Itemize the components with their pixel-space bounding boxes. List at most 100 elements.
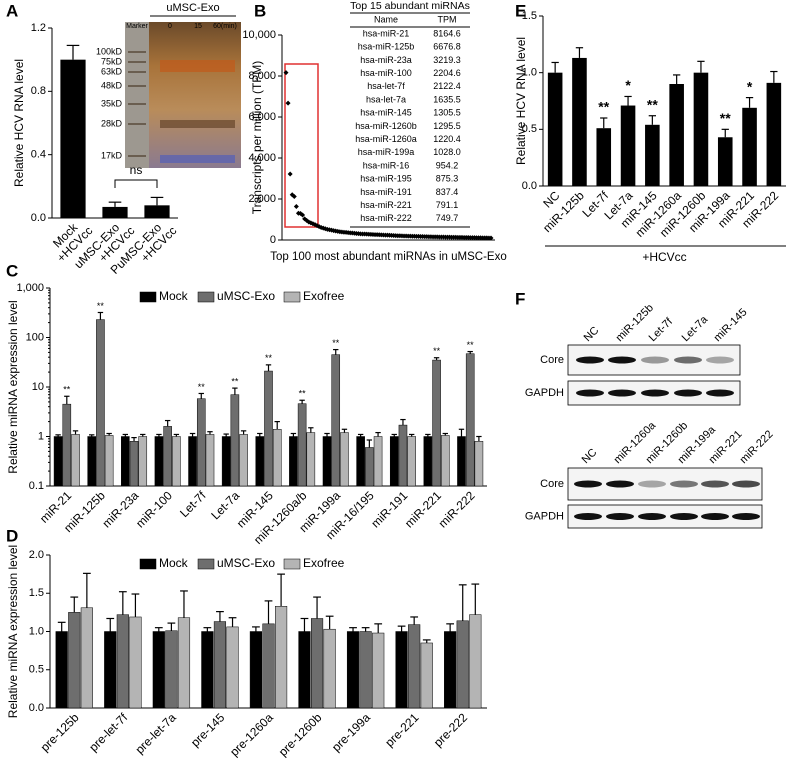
bar xyxy=(432,359,441,487)
table-cell: 837.4 xyxy=(436,187,459,197)
y-tick-label: 4,000 xyxy=(248,152,276,164)
point xyxy=(283,70,289,76)
blot-band xyxy=(670,480,698,488)
legend-label: Mock xyxy=(159,556,189,570)
blot-band xyxy=(706,356,734,364)
gel-marker-lane xyxy=(125,22,149,168)
table-cell: 2122.4 xyxy=(433,81,461,91)
x-tick-label: miR-222 xyxy=(436,488,478,530)
bar xyxy=(201,631,214,709)
blot-row-label: Core xyxy=(540,354,564,366)
y-tick-label: 0.0 xyxy=(29,702,44,714)
blot-band xyxy=(606,513,634,520)
blot-band xyxy=(606,480,634,488)
bar xyxy=(356,436,365,487)
bar xyxy=(129,616,142,709)
gel-band xyxy=(160,120,235,128)
inset-marker-label: 17kD xyxy=(101,150,123,160)
inset-title: uMSC-Exo xyxy=(166,2,219,14)
y-axis-label: Transcripts per million (TPM) xyxy=(250,61,264,215)
bar xyxy=(255,436,265,487)
bar xyxy=(188,436,197,487)
significance-label: ** xyxy=(63,385,71,395)
bar xyxy=(87,436,96,487)
bar xyxy=(116,614,129,709)
x-tick-label: pre-let-7a xyxy=(133,710,179,756)
inset-marker-label: 48kD xyxy=(101,80,123,90)
bar xyxy=(547,72,563,186)
table-cell: hsa-miR-23a xyxy=(360,55,412,65)
significance-label: ** xyxy=(332,338,340,348)
y-tick-label: 10,000 xyxy=(242,29,276,41)
inset-lane-label: 0 xyxy=(168,23,172,30)
table-cell: 1295.5 xyxy=(433,121,461,131)
point xyxy=(285,100,291,106)
bar xyxy=(196,398,206,487)
y-tick-label: 2.0 xyxy=(29,549,44,561)
table-cell: 8164.6 xyxy=(433,28,461,38)
highlight-box xyxy=(284,63,319,228)
blot-row-label: Core xyxy=(540,478,564,490)
bar xyxy=(55,631,68,709)
table-cell: 2204.6 xyxy=(433,68,461,78)
panel-label: A xyxy=(6,1,18,20)
bar xyxy=(53,436,63,487)
blot-band xyxy=(576,356,604,364)
inset-marker-label: 75kD xyxy=(101,56,123,66)
point xyxy=(300,212,306,218)
gel-band xyxy=(160,60,235,72)
legend-label: Exofree xyxy=(303,556,345,570)
table-cell: hsa-miR-221 xyxy=(360,200,412,210)
bar xyxy=(742,107,757,186)
bar xyxy=(457,436,466,487)
table-cell: 1220.4 xyxy=(433,134,461,144)
bar xyxy=(289,436,298,487)
bar xyxy=(389,436,399,487)
significance-label: * xyxy=(747,78,753,94)
x-tick-label: pre-222 xyxy=(431,710,470,749)
blot-band xyxy=(608,389,636,397)
table-title: Top 15 abundant miRNAs xyxy=(350,0,470,12)
table-cell: hsa-miR-191 xyxy=(360,187,412,197)
significance-label: ** xyxy=(299,389,307,399)
inset-lane-label: Marker xyxy=(126,23,148,30)
bar xyxy=(80,607,93,709)
legend-swatch xyxy=(139,558,157,570)
bar xyxy=(104,631,117,709)
y-tick-label: 0.8 xyxy=(31,85,46,97)
bar xyxy=(221,436,231,487)
bar xyxy=(306,432,316,487)
table-header: Name xyxy=(374,14,398,24)
table-cell: hsa-miR-145 xyxy=(360,108,412,118)
blot-lane-label: NC xyxy=(582,324,602,344)
bar xyxy=(264,370,273,487)
legend-label: Mock xyxy=(159,289,189,303)
blot-band xyxy=(732,480,760,488)
x-tick-label: miR-100 xyxy=(133,488,175,530)
y-tick-label: 100 xyxy=(26,331,44,343)
y-tick-label: 0.0 xyxy=(31,212,46,224)
blot-lane-label: Let-7a xyxy=(680,313,711,344)
blot-lane-label: Let-7f xyxy=(647,315,676,344)
bar xyxy=(144,205,170,218)
table-cell: hsa-miR-195 xyxy=(360,174,412,184)
significance-label: ** xyxy=(647,96,658,112)
point xyxy=(287,171,293,177)
bar xyxy=(71,434,80,487)
point xyxy=(291,193,297,199)
bar xyxy=(420,642,433,709)
x-axis-label: Top 100 most abundant miRNAs in uMSC-Exo xyxy=(270,251,507,263)
bar xyxy=(407,436,416,487)
panel-label: E xyxy=(515,1,526,20)
x-tick-label: pre-125b xyxy=(38,710,82,754)
bar xyxy=(322,436,332,487)
table-cell: hsa-miR-199a xyxy=(358,147,415,157)
significance-label: ** xyxy=(598,99,609,115)
blot-band xyxy=(641,389,669,397)
blot-band xyxy=(641,356,669,364)
x-tick-label: pre-199a xyxy=(329,710,373,754)
legend-swatch xyxy=(283,558,301,570)
x-tick-label: pre-1260b xyxy=(276,710,325,759)
y-tick-label: 1.0 xyxy=(29,625,44,637)
blot-band xyxy=(576,389,604,397)
